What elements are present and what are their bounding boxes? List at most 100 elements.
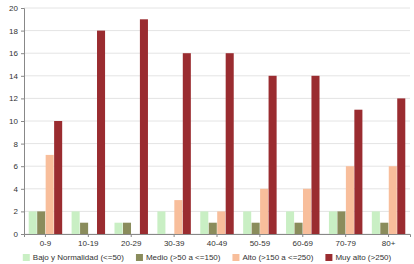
legend-item: Alto (>150 a <=250) [232, 253, 313, 262]
bar [260, 189, 268, 234]
y-tick-label: 20 [9, 4, 18, 13]
bar [303, 189, 311, 234]
y-tick-label: 14 [9, 72, 18, 81]
bar [114, 223, 122, 234]
x-tick-label: 40-49 [207, 239, 228, 248]
bar [329, 211, 337, 234]
x-tick-label: 60-69 [293, 239, 314, 248]
y-tick-label: 18 [9, 27, 18, 36]
legend-swatch [136, 254, 143, 261]
y-tick-label: 6 [14, 162, 19, 171]
x-tick: 20-29 [121, 234, 142, 248]
bar [140, 19, 148, 234]
y-tick-label: 0 [14, 230, 19, 239]
bar [372, 211, 380, 234]
x-tick: 70-79 [335, 234, 356, 248]
y-tick-mark [21, 76, 24, 77]
x-tick-mark [388, 234, 389, 237]
x-tick-mark [45, 234, 46, 237]
y-tick: 4 [14, 185, 24, 194]
bar [200, 211, 208, 234]
bar [252, 223, 260, 234]
bar [209, 223, 217, 234]
y-tick-label: 8 [14, 140, 19, 149]
y-tick: 16 [9, 49, 24, 58]
bar [380, 223, 388, 234]
bar [397, 98, 405, 234]
bar [29, 211, 37, 234]
bar [157, 211, 165, 234]
bar [389, 166, 397, 234]
bar [97, 31, 105, 234]
legend-swatch [232, 254, 239, 261]
bar [46, 155, 54, 234]
y-tick-label: 4 [14, 185, 19, 194]
y-axis-line [21, 9, 25, 235]
legend-label: Muy alto (>250) [335, 253, 391, 262]
legend-item: Bajo y Normalidad (<=50) [23, 253, 124, 262]
grid [24, 8, 410, 234]
x-tick: 80+ [382, 234, 396, 248]
y-tick-mark [21, 121, 24, 122]
bar [54, 121, 62, 234]
x-tick-mark [131, 234, 132, 237]
bar [354, 110, 362, 234]
bar [131, 234, 139, 235]
x-tick: 60-69 [293, 234, 314, 248]
bar [89, 234, 97, 235]
y-tick: 20 [9, 4, 24, 13]
bar [243, 211, 251, 234]
y-tick: 10 [9, 117, 24, 126]
y-tick-label: 12 [9, 94, 18, 103]
x-tick-mark [217, 234, 218, 237]
y-tick: 6 [14, 162, 24, 171]
grid-line [24, 143, 410, 144]
legend-label: Medio (>50 a <=150) [146, 253, 221, 262]
y-tick: 2 [14, 207, 24, 216]
bar [37, 211, 45, 234]
x-axis-line [25, 235, 411, 238]
legend-label: Alto (>150 a <=250) [242, 253, 313, 262]
x-tick: 50-59 [250, 234, 271, 248]
chart: 0 2 4 6 8 10 12 14 16 18 20 0-9 10-19 20-29 30-39 40-49… [0, 0, 414, 264]
bar [217, 211, 225, 234]
y-tick-mark [21, 211, 24, 212]
legend: Bajo y Normalidad (<=50) Medio (>50 a <=1… [23, 253, 392, 262]
x-tick-mark [302, 234, 303, 237]
grid-line [24, 53, 410, 54]
y-tick-mark [21, 53, 24, 54]
y-tick-mark [21, 8, 24, 9]
x-tick-label: 0-9 [40, 239, 52, 248]
bar [183, 53, 191, 234]
x-tick: 30-39 [164, 234, 185, 248]
bar [72, 211, 80, 234]
x-tick-label: 70-79 [335, 239, 356, 248]
x-tick: 40-49 [207, 234, 228, 248]
y-tick: 18 [9, 27, 24, 36]
x-tick: 0-9 [40, 234, 52, 248]
bar [80, 223, 88, 234]
bar [269, 76, 277, 234]
y-tick-label: 2 [14, 207, 19, 216]
x-tick-mark [345, 234, 346, 237]
y-tick-label: 16 [9, 49, 18, 58]
bar [337, 211, 345, 234]
plot: 0 2 4 6 8 10 12 14 16 18 20 0-9 10-19 20-29 30-39 40-49… [9, 4, 410, 248]
y-tick-mark [21, 144, 24, 145]
x-tick-label: 30-39 [164, 239, 185, 248]
bar [174, 200, 182, 234]
bar [123, 223, 131, 234]
bar [286, 211, 294, 234]
y-axis: 0 2 4 6 8 10 12 14 16 18 20 [9, 4, 24, 239]
x-tick: 10-19 [78, 234, 99, 248]
y-tick: 14 [9, 72, 24, 81]
y-tick-label: 10 [9, 117, 18, 126]
x-tick-label: 80+ [382, 239, 396, 248]
grid-line [24, 8, 410, 9]
legend-label: Bajo y Normalidad (<=50) [33, 253, 124, 262]
x-tick-mark [174, 234, 175, 237]
x-tick-mark [259, 234, 260, 237]
y-tick-mark [21, 31, 24, 32]
y-tick: 0 [14, 230, 24, 239]
legend-item: Muy alto (>250) [325, 253, 391, 262]
